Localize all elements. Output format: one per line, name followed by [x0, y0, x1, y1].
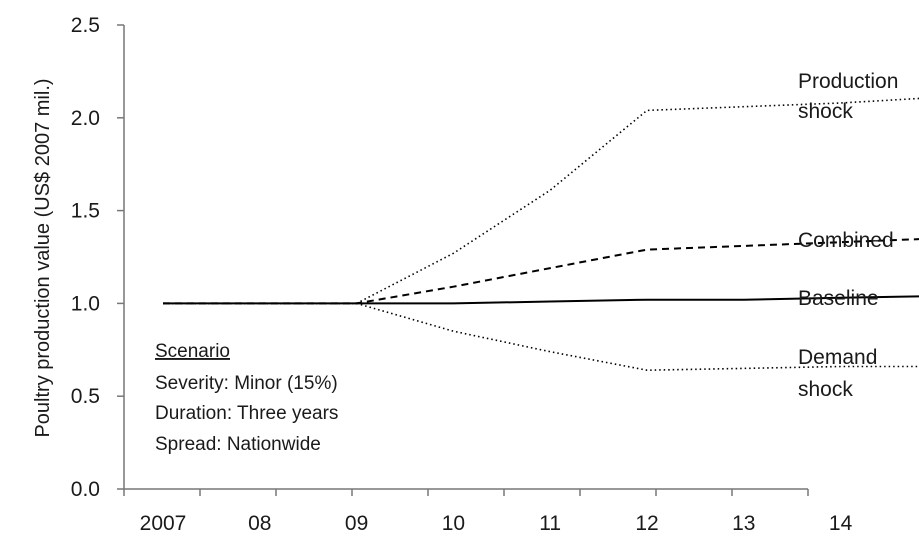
series-label: shock	[798, 378, 853, 401]
y-tick-label: 2.0	[71, 107, 100, 130]
x-tick-label: 13	[732, 512, 755, 535]
x-ticks: 20070809101112131415	[123, 489, 853, 535]
x-tick-label: 14	[829, 512, 853, 535]
x-tick-label: 10	[442, 512, 465, 535]
x-tick-label: 09	[345, 512, 368, 535]
series-label: Production	[798, 70, 898, 93]
series-line-baseline	[163, 295, 919, 305]
scenario-spread: Spread: Nationwide	[155, 434, 321, 455]
scenario-duration: Duration: Three years	[155, 403, 338, 424]
x-tick-label: 12	[635, 512, 658, 535]
y-tick-label: 1.0	[71, 292, 100, 315]
axes	[123, 25, 808, 490]
series-label: shock	[798, 100, 853, 123]
y-ticks: 0.0 0.5 1.0 1.5 2.0 2.5	[71, 14, 124, 501]
x-tick-label: 2007	[140, 512, 187, 535]
scenario-heading: Scenario	[155, 341, 230, 362]
y-axis-label: Poultry production value (US$ 2007 mil.)	[32, 78, 54, 437]
x-tick-label: 08	[248, 512, 271, 535]
series-lines	[163, 97, 919, 372]
series-line-production-shock	[163, 97, 919, 305]
scenario-severity: Severity: Minor (15%)	[155, 373, 338, 394]
series-label: Combined	[798, 229, 894, 252]
series-line-combined	[163, 238, 919, 305]
series-labels: Production shock Combined Baseline Demand sho…	[798, 70, 898, 401]
series-label: Demand	[798, 346, 877, 369]
y-tick-label: 1.5	[71, 200, 100, 223]
y-tick-label: 0.5	[71, 385, 100, 408]
y-tick-label: 2.5	[71, 14, 100, 37]
series-line-demand-shock	[163, 302, 919, 372]
series-label: Baseline	[798, 287, 879, 310]
y-tick-label: 0.0	[71, 478, 100, 501]
x-tick-label: 11	[539, 512, 561, 535]
scenario-annotation: Scenario Severity: Minor (15%) Duration:…	[155, 341, 338, 455]
